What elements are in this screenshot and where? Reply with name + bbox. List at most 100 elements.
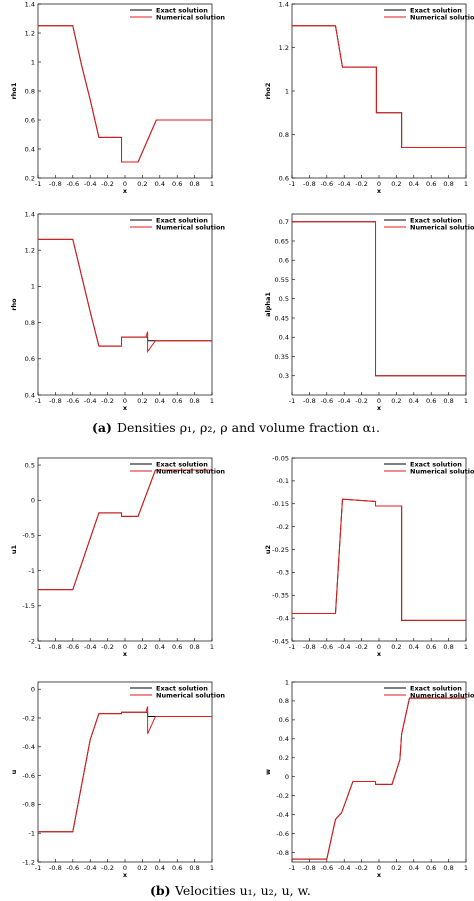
x-tick-label: -0.4 [338, 397, 351, 405]
x-tick-label: 0.6 [426, 397, 436, 405]
data-line [292, 221, 466, 377]
x-tick-label: 1 [210, 864, 214, 872]
data-line [38, 469, 212, 591]
y-tick-label: 0.2 [279, 754, 289, 762]
y-tick-label: -0.8 [22, 801, 35, 809]
x-tick-label: 0.8 [443, 397, 453, 405]
y-tick-label: -0.05 [272, 454, 289, 462]
x-tick-label: -1 [35, 643, 41, 651]
y-axis-label: u2 [264, 545, 272, 554]
y-tick-label: 0.8 [279, 697, 289, 705]
x-tick-label: 0.2 [391, 180, 401, 188]
x-tick-label: 0.8 [443, 864, 453, 872]
x-tick-label: -0.2 [355, 397, 368, 405]
y-tick-label: 0 [31, 497, 35, 505]
legend-label: Exact solution [156, 684, 208, 692]
legend-label: Numerical solution [156, 467, 225, 475]
x-tick-label: 0.4 [409, 397, 419, 405]
x-axis-label: x [377, 404, 382, 412]
x-tick-label: -0.8 [49, 180, 62, 188]
data-line [38, 238, 212, 354]
x-tick-label: 1 [210, 643, 214, 651]
x-tick-label: -0.8 [49, 397, 62, 405]
y-tick-label: -0.1 [276, 477, 289, 485]
x-tick-label: -0.8 [303, 864, 316, 872]
y-tick-label: 1 [285, 678, 289, 686]
y-tick-label: -0.35 [272, 592, 289, 600]
x-tick-label: -0.4 [338, 864, 351, 872]
plot-frame [291, 3, 467, 179]
y-axis-label: u [10, 769, 18, 774]
x-tick-label: 0.4 [155, 397, 165, 405]
x-tick-label: 1 [464, 180, 468, 188]
x-tick-label: 0.2 [137, 864, 147, 872]
x-tick-label: 1 [464, 864, 468, 872]
y-tick-label: 0.55 [275, 276, 289, 284]
y-tick-label: -0.8 [276, 849, 289, 857]
x-tick-label: 0.2 [137, 180, 147, 188]
y-tick-label: 0.6 [279, 174, 289, 182]
y-tick-label: 0.7 [279, 218, 289, 226]
y-axis-label: w [264, 769, 272, 775]
y-axis-label: rho1 [10, 82, 18, 99]
y-tick-label: 0.6 [25, 116, 35, 124]
x-tick-label: -0.4 [338, 643, 351, 651]
x-tick-label: -0.6 [66, 864, 79, 872]
data-line [38, 25, 212, 163]
x-tick-label: 0.8 [189, 864, 199, 872]
data-line [292, 25, 466, 149]
x-tick-label: 0.8 [189, 643, 199, 651]
caption-label: (b) [150, 883, 171, 898]
x-tick-label: -0.6 [66, 643, 79, 651]
plot-frame [37, 3, 213, 179]
y-axis-label: u1 [10, 544, 18, 554]
y-tick-label: -0.2 [22, 714, 35, 722]
x-tick-label: -1 [289, 864, 295, 872]
caption-text: Densities ρ₁, ρ₂, ρ and volume fraction … [117, 420, 380, 435]
x-tick-label: 0.4 [155, 180, 165, 188]
y-tick-label: -1 [29, 567, 35, 575]
plot-frame [37, 457, 213, 642]
plot-frame [37, 681, 213, 863]
y-tick-label: -0.4 [22, 743, 35, 751]
x-tick-label: -1 [289, 643, 295, 651]
y-tick-label: 0.4 [279, 735, 289, 743]
x-tick-label: -0.6 [320, 180, 333, 188]
y-tick-label: -1.5 [22, 602, 35, 610]
legend-label: Exact solution [156, 460, 208, 468]
x-axis-label: x [123, 650, 128, 658]
x-tick-label: 0.2 [391, 397, 401, 405]
x-tick-label: 0 [123, 180, 127, 188]
x-axis-label: x [123, 404, 128, 412]
x-tick-label: -0.2 [101, 643, 114, 651]
y-axis-label: rho2 [264, 83, 272, 100]
y-tick-label: -0.2 [276, 792, 289, 800]
data-line [38, 469, 212, 591]
x-tick-label: 0 [377, 643, 381, 651]
data-line [292, 498, 466, 621]
x-axis-label: x [377, 871, 382, 879]
y-tick-label: 1.2 [279, 44, 289, 52]
x-tick-label: -0.4 [84, 864, 97, 872]
y-tick-label: 1.4 [25, 0, 35, 8]
x-axis-label: x [377, 187, 382, 195]
legend-label: Exact solution [410, 6, 462, 14]
data-line [292, 498, 466, 621]
x-tick-label: 0.6 [172, 864, 182, 872]
legend-label: Exact solution [410, 460, 462, 468]
x-axis-label: x [377, 650, 382, 658]
x-tick-label: 0.4 [155, 643, 165, 651]
legend-label: Numerical solution [410, 467, 474, 475]
x-tick-label: 0 [123, 864, 127, 872]
y-tick-label: 0.8 [25, 319, 35, 327]
y-tick-label: 0 [285, 773, 289, 781]
data-line [38, 711, 212, 833]
data-line [38, 25, 212, 163]
x-tick-label: -0.6 [66, 180, 79, 188]
y-tick-label: -1.2 [22, 858, 35, 866]
legend-label: Numerical solution [410, 13, 474, 21]
y-tick-label: 0.6 [279, 716, 289, 724]
caption-text: Velocities u₁, u₂, u, w. [174, 883, 311, 898]
x-tick-label: -0.8 [49, 643, 62, 651]
data-line [292, 697, 466, 860]
